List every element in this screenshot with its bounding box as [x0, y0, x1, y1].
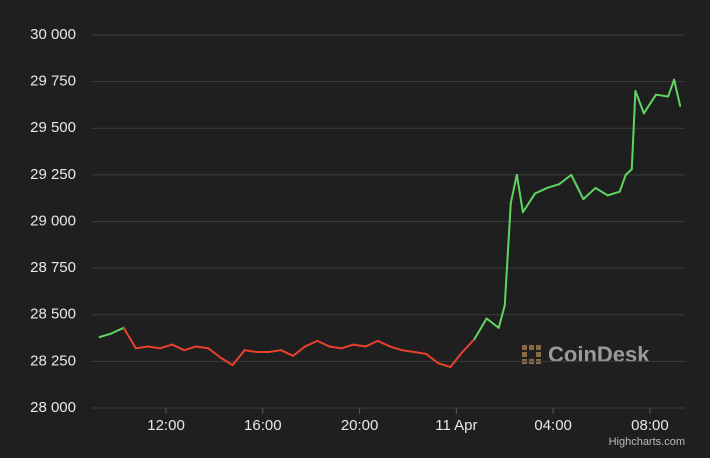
line-segment	[243, 349, 258, 354]
line-segment	[413, 351, 428, 355]
line-segment	[618, 173, 627, 193]
line-segment	[624, 168, 633, 176]
line-segment	[667, 78, 676, 98]
line-segment	[461, 337, 476, 354]
y-tick-label: 29 250	[30, 166, 76, 183]
line-segment	[328, 345, 343, 350]
line-segment	[340, 343, 355, 350]
line-segment	[473, 317, 488, 340]
line-segment	[521, 192, 536, 214]
line-segment	[146, 345, 161, 350]
line-segment	[98, 332, 113, 339]
x-tick-label: 16:00	[244, 417, 282, 434]
line-segment	[376, 339, 391, 348]
x-tick-label: 12:00	[147, 417, 185, 434]
y-tick-label: 28 750	[30, 259, 76, 276]
x-tick-label: 04:00	[534, 417, 572, 434]
line-segment	[497, 304, 506, 329]
y-tick-label: 29 000	[30, 212, 76, 229]
line-segment	[673, 78, 682, 107]
line-segment	[400, 349, 416, 354]
line-segment	[158, 343, 174, 350]
y-tick-label: 30 000	[30, 26, 76, 43]
y-tick-label: 29 750	[30, 73, 76, 90]
line-segment	[558, 173, 573, 186]
line-segment	[606, 190, 621, 197]
line-segment	[267, 349, 282, 354]
line-segment	[207, 347, 222, 359]
line-segment	[570, 173, 585, 201]
line-segment	[279, 349, 295, 357]
line-segment	[388, 345, 403, 352]
line-segment	[594, 186, 609, 197]
line-segment	[352, 343, 367, 348]
line-segment	[509, 173, 518, 204]
line-segment	[437, 362, 452, 368]
line-segment	[515, 173, 524, 214]
watermark: CoinDesk	[548, 342, 650, 367]
line-segment	[642, 93, 657, 115]
line-segment	[449, 351, 464, 368]
credits[interactable]: Highcharts.com	[609, 436, 685, 448]
line-segment	[195, 345, 210, 350]
line-segment	[630, 89, 637, 171]
line-segment	[171, 343, 186, 352]
line-segment	[110, 326, 125, 335]
line-segment	[364, 339, 379, 348]
line-segment	[292, 345, 307, 357]
line-segment	[485, 317, 500, 329]
y-tick-label: 28 250	[30, 352, 76, 369]
line-segment	[316, 339, 331, 348]
line-segment	[503, 201, 512, 307]
x-tick-label: 11 Apr	[435, 417, 477, 434]
line-segment	[634, 89, 645, 115]
y-tick-label: 28 000	[30, 399, 76, 416]
x-tick-label: 08:00	[631, 417, 669, 434]
line-segment	[183, 345, 198, 352]
line-segment	[122, 326, 137, 350]
line-segment	[425, 352, 440, 365]
line-segment	[654, 93, 670, 98]
line-segment	[219, 356, 234, 367]
line-segment	[546, 183, 561, 189]
y-tick-label: 28 500	[30, 306, 76, 323]
x-tick-label: 20:00	[341, 417, 379, 434]
line-segment	[304, 339, 319, 348]
line-segment	[231, 349, 246, 367]
y-tick-label: 29 500	[30, 119, 76, 136]
line-segment	[134, 345, 149, 350]
line-segment	[582, 186, 597, 201]
line-segment	[533, 186, 549, 195]
